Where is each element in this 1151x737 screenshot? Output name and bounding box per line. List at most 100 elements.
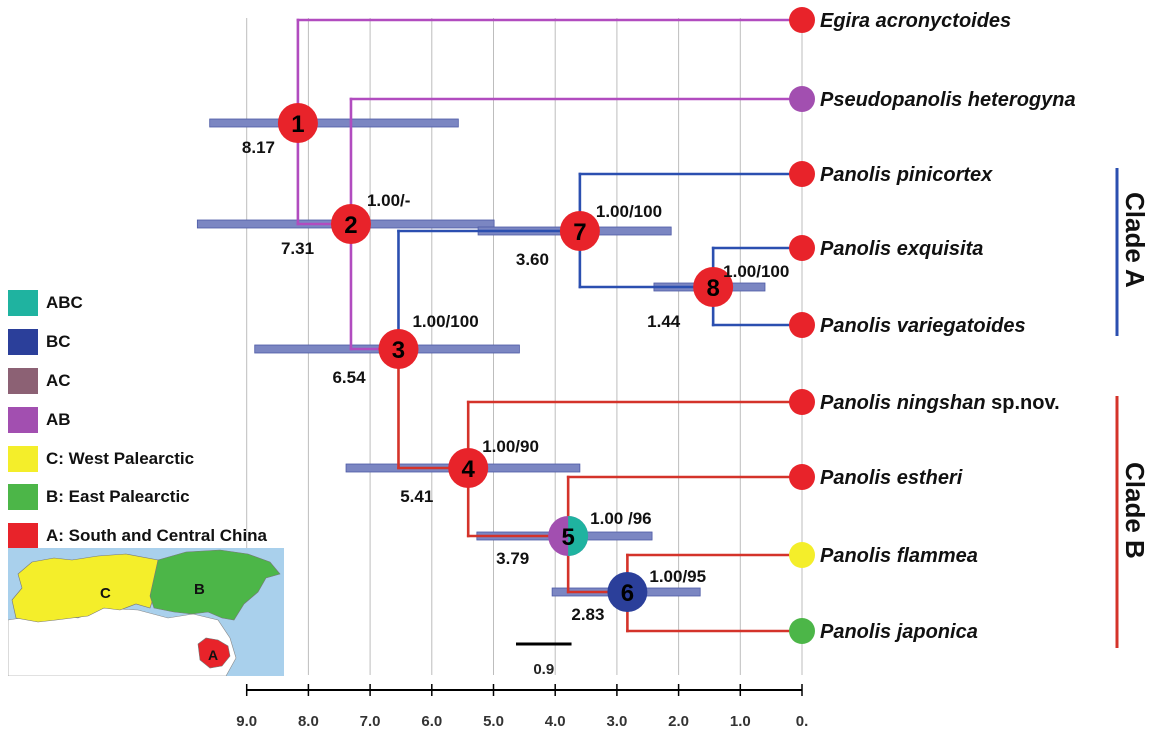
node-age-label: 3.79 [496, 549, 529, 568]
map-region-b [149, 549, 281, 621]
taxon-label: Panolis japonica [820, 621, 978, 643]
legend-item-ac: AC [8, 362, 267, 401]
hpd-bar [209, 118, 459, 128]
taxon-name: Panolis pinicortex [820, 164, 993, 186]
axis-tick-label: 4.0 [545, 713, 566, 730]
node-markers: 1 8.17 2 7.31 1.00/- 3 6.54 1.00/100 4 5.41 1.00/9… [242, 103, 789, 624]
legend-swatch [8, 290, 38, 317]
node-age-label: 3.60 [516, 250, 549, 269]
legend-swatch [8, 523, 38, 550]
taxon-name: Egira acronyctoides [820, 10, 1011, 32]
legend-label: AB [46, 409, 71, 429]
node-support-label: 1.00/- [367, 191, 410, 210]
hpd-bars [196, 118, 766, 597]
tip-area-dot [789, 312, 815, 338]
node-id: 3 [392, 337, 405, 364]
node-marker [607, 572, 648, 612]
legend-swatch [8, 406, 38, 433]
node-age-label: 1.44 [647, 312, 681, 331]
map-label-b: B [194, 581, 205, 598]
legend-label: ABC [46, 293, 83, 313]
taxon-label: Egira acronyctoides [820, 10, 1011, 32]
taxon-name: Pseudopanolis heterogyna [820, 89, 1076, 111]
axis-tick-label: 2.0 [668, 713, 689, 730]
taxon-name: Panolis estheri [820, 467, 963, 489]
taxon-name: Panolis japonica [820, 621, 978, 643]
legend-swatch [8, 484, 38, 511]
node-id: 2 [344, 212, 357, 239]
taxon-name: Panolis flammea [820, 545, 978, 567]
node-support-label: 1.00/95 [649, 567, 706, 586]
legend-item-abc: ABC [8, 284, 267, 323]
legend-item-ab: AB [8, 400, 267, 439]
map-region-a [197, 637, 231, 669]
axis-tick-label: 5.0 [483, 713, 504, 730]
axis-tick-label: 9.0 [236, 713, 257, 730]
node-marker [330, 204, 371, 244]
time-axis: 9.0 8.0 7.0 6.0 5.0 4.0 3.0 2.0 1.0 0. [236, 684, 808, 730]
taxon-name: Panolis variegatoides [820, 315, 1026, 337]
node-support-label: 1.00/100 [596, 202, 662, 221]
clade-brackets: Clade A Clade B [1115, 168, 1150, 648]
node-age-label: 6.54 [332, 368, 366, 387]
axis-tick-label: 1.0 [730, 713, 751, 730]
legend-item-c: C: West Palearctic [8, 439, 267, 478]
axis-tick-label: 7.0 [360, 713, 381, 730]
tip-area-dot [789, 542, 815, 568]
node-age-label: 7.31 [281, 239, 314, 258]
legend-item-bc: BC [8, 323, 267, 362]
node-id: 4 [462, 456, 476, 483]
scale-bar-label: 0.9 [533, 661, 554, 678]
tip-area-dot [789, 235, 815, 261]
node-support-label: 1.00/90 [482, 437, 539, 456]
node-marker-slice [568, 516, 589, 556]
node-id: 6 [621, 580, 634, 607]
tip-area-dot [789, 161, 815, 187]
node-age-label: 2.83 [571, 605, 604, 624]
node-id: 7 [573, 219, 586, 246]
axis-tick-label: 3.0 [606, 713, 627, 730]
taxon-suffix: sp.nov. [986, 392, 1060, 414]
clade-b-label: Clade B [1120, 462, 1150, 559]
node-marker [448, 448, 489, 488]
tip-area-dot [789, 7, 815, 33]
node-marker [277, 103, 318, 143]
node-id: 5 [561, 524, 574, 551]
axis-tick-label: 0. [796, 713, 809, 730]
taxon-label: Pseudopanolis heterogyna [820, 89, 1076, 111]
node-id: 1 [291, 111, 304, 138]
node-support-label: 1.00 /96 [590, 509, 651, 528]
clade-a-label: Clade A [1120, 192, 1150, 288]
area-legend: ABC BC AC AB C: West Palearctic B: East … [8, 284, 267, 556]
taxon-label: Panolis flammea [820, 545, 978, 567]
legend-label: B: East Palearctic [46, 487, 190, 507]
taxon-label: Panolis estheri [820, 467, 963, 489]
legend-swatch [8, 445, 38, 472]
node-marker [378, 329, 419, 369]
taxon-label: Panolis ningshan sp.nov. [820, 392, 1060, 414]
axis-tick-label: 8.0 [298, 713, 319, 730]
legend-item-a: A: South and Central China [8, 517, 267, 556]
scale-bar: 0.9 [516, 642, 572, 678]
taxon-name: Panolis ningshan [820, 392, 986, 414]
map-label-a: A [208, 647, 218, 663]
legend-label: A: South and Central China [46, 526, 267, 546]
tip-area-dot [789, 86, 815, 112]
node-id: 8 [706, 275, 719, 302]
node-age-label: 8.17 [242, 138, 275, 157]
tip-markers: Egira acronyctoides Pseudopanolis heterog… [789, 7, 1076, 644]
node-age-label: 5.41 [400, 487, 433, 506]
map-label-c: C [100, 585, 111, 602]
legend-item-b: B: East Palearctic [8, 478, 267, 517]
axis-tick-label: 6.0 [421, 713, 442, 730]
node-support-label: 1.00/100 [412, 312, 478, 331]
legend-label: BC [46, 332, 71, 352]
tip-area-dot [789, 464, 815, 490]
tip-area-dot [789, 389, 815, 415]
taxon-label: Panolis exquisita [820, 238, 983, 260]
legend-label: C: West Palearctic [46, 448, 195, 468]
taxon-name: Panolis exquisita [820, 238, 983, 260]
taxon-label: Panolis pinicortex [820, 164, 993, 186]
node-support-label: 1.00/100 [723, 262, 789, 281]
legend-label: AC [46, 370, 71, 390]
